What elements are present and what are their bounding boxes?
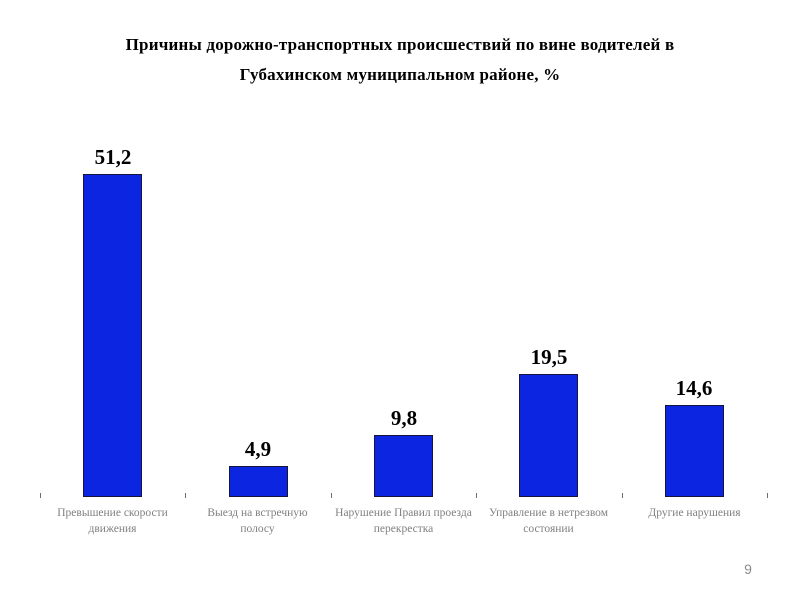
category-label: Превышение скорости движения: [57, 507, 168, 535]
bar-value-label: 4,9: [244, 437, 272, 461]
category-label: Выезд на встречную полосу: [207, 507, 308, 535]
x-axis-tick: [40, 493, 41, 498]
category-label: Нарушение Правил проезда перекрестка: [335, 507, 472, 535]
bar-value-label: 9,8: [390, 406, 418, 430]
x-axis-tick: [622, 493, 623, 498]
bar-2: [374, 435, 433, 497]
bar-value-label: 51,2: [94, 145, 132, 169]
bar-3: [519, 374, 578, 497]
chart-title: Причины дорожно-транспортных происшестви…: [125, 35, 675, 84]
bar-4: [665, 405, 724, 497]
bar-value-label: 19,5: [530, 345, 568, 369]
bar-1: [229, 466, 288, 497]
category-label: Другие нарушения: [648, 507, 741, 519]
x-axis-tick: [331, 493, 332, 498]
category-label: Управление в нетрезвом состоянии: [489, 507, 608, 535]
bar-value-label: 14,6: [675, 376, 713, 400]
bar-0: [83, 174, 142, 497]
slide-page-number: 9: [744, 561, 752, 577]
x-axis-tick: [476, 493, 477, 498]
x-axis-tick: [185, 493, 186, 498]
x-axis-tick: [767, 493, 768, 498]
